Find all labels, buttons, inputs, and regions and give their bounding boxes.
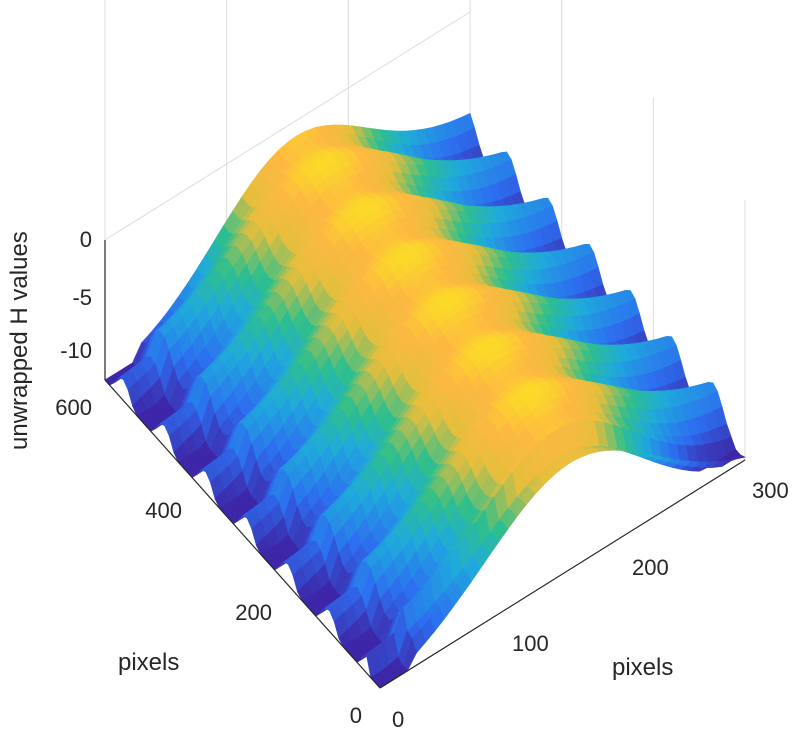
z-axis-label: unwrapped H values	[6, 231, 33, 450]
y-tick-label-3: 600	[55, 395, 92, 420]
grid-line-back-top	[104, 11, 471, 241]
axes	[104, 240, 746, 689]
z-tick-label-0: 0	[80, 227, 92, 252]
y-axis-label: pixels	[118, 649, 179, 676]
surface	[104, 112, 746, 689]
z-tick-label-2: -10	[60, 338, 92, 363]
z-tick-label-1: -5	[72, 285, 92, 310]
y-tick-label-0: 0	[350, 703, 362, 728]
x-axis-label: pixels	[612, 654, 673, 681]
x-tick-label-3: 300	[752, 478, 789, 503]
y-tick-label-1: 200	[235, 600, 272, 625]
y-tick-label-2: 400	[145, 498, 182, 523]
y-axis-line	[104, 379, 381, 689]
x-tick-label-1: 100	[512, 631, 549, 656]
x-axis-line	[379, 459, 746, 689]
x-tick-label-0: 0	[392, 707, 404, 732]
x-tick-label-2: 200	[632, 555, 669, 580]
